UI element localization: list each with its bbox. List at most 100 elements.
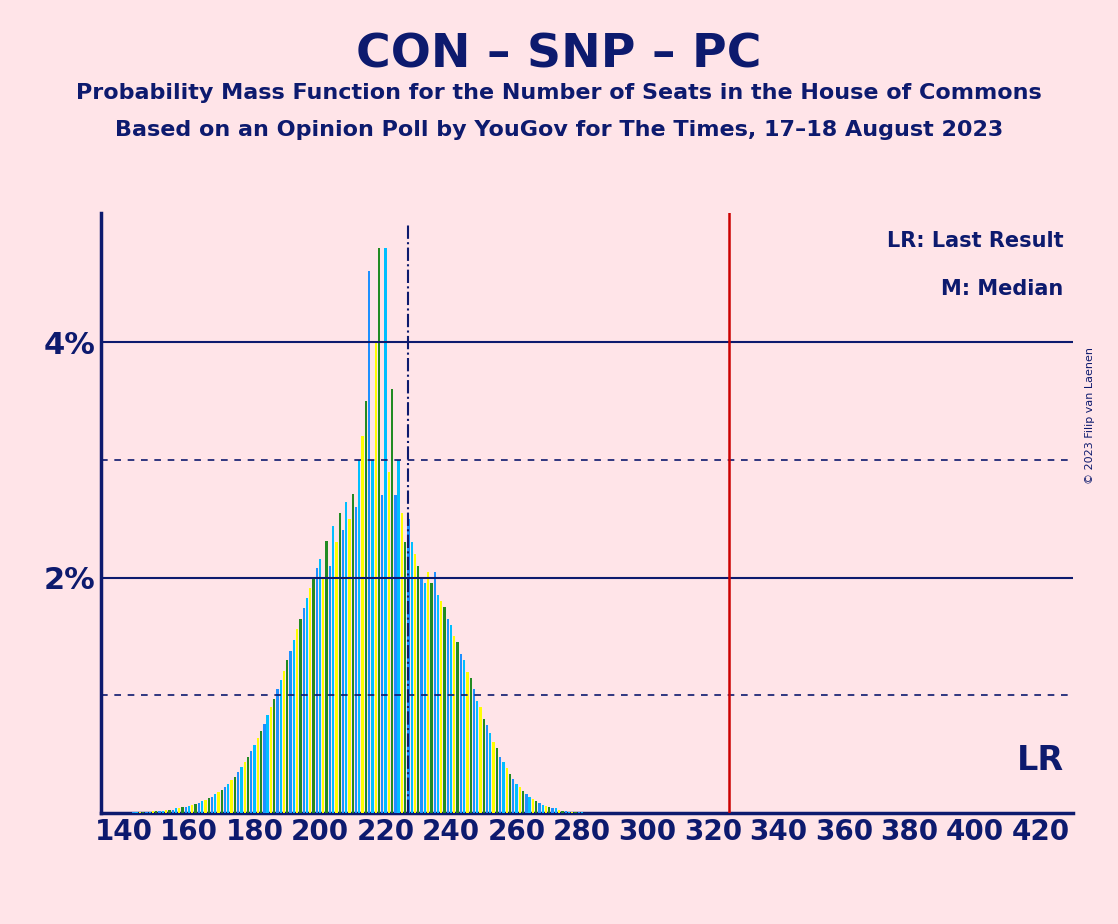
Bar (532, 799, 534, 813)
Bar (509, 774, 511, 813)
Bar (224, 787, 226, 813)
Bar (375, 342, 377, 813)
Bar (519, 787, 521, 813)
Bar (561, 810, 563, 813)
Bar (581, 812, 584, 813)
Bar (198, 803, 200, 813)
Bar (555, 808, 557, 813)
Bar (325, 541, 328, 813)
Bar (417, 565, 419, 813)
Bar (240, 767, 243, 813)
Bar (244, 762, 246, 813)
Bar (525, 795, 528, 813)
Bar (385, 248, 387, 813)
Bar (407, 518, 409, 813)
Bar (495, 748, 498, 813)
Bar (512, 779, 514, 813)
Bar (283, 671, 285, 813)
Bar (152, 811, 154, 813)
Bar (352, 494, 354, 813)
Bar (424, 583, 426, 813)
Bar (286, 660, 288, 813)
Text: CON – SNP – PC: CON – SNP – PC (357, 32, 761, 78)
Bar (149, 811, 151, 813)
Bar (541, 805, 543, 813)
Bar (234, 776, 236, 813)
Bar (558, 809, 560, 813)
Bar (339, 513, 341, 813)
Bar (332, 526, 334, 813)
Bar (358, 460, 360, 813)
Text: Based on an Opinion Poll by YouGov for The Times, 17–18 August 2023: Based on an Opinion Poll by YouGov for T… (115, 120, 1003, 140)
Bar (575, 812, 577, 813)
Bar (342, 530, 344, 813)
Text: LR: Last Result: LR: Last Result (887, 231, 1063, 250)
Bar (437, 595, 439, 813)
Bar (522, 791, 524, 813)
Bar (260, 731, 263, 813)
Bar (329, 565, 331, 813)
Bar (309, 589, 311, 813)
Bar (322, 578, 324, 813)
Bar (188, 806, 190, 813)
Text: Probability Mass Function for the Number of Seats in the House of Commons: Probability Mass Function for the Number… (76, 83, 1042, 103)
Bar (215, 795, 217, 813)
Bar (315, 568, 318, 813)
Bar (368, 272, 370, 813)
Bar (430, 583, 433, 813)
Bar (499, 757, 501, 813)
Bar (139, 812, 141, 813)
Bar (578, 812, 580, 813)
Bar (300, 619, 302, 813)
Bar (453, 637, 455, 813)
Bar (237, 772, 239, 813)
Bar (463, 660, 465, 813)
Bar (280, 680, 282, 813)
Bar (293, 640, 295, 813)
Bar (381, 495, 383, 813)
Bar (155, 811, 158, 813)
Bar (269, 707, 272, 813)
Bar (195, 804, 197, 813)
Bar (391, 389, 394, 813)
Bar (456, 642, 458, 813)
Bar (414, 554, 416, 813)
Bar (371, 460, 373, 813)
Bar (250, 750, 253, 813)
Bar (345, 503, 348, 813)
Bar (220, 790, 222, 813)
Bar (539, 803, 541, 813)
Bar (548, 808, 550, 813)
Bar (480, 707, 482, 813)
Bar (201, 801, 203, 813)
Bar (227, 784, 229, 813)
Bar (257, 737, 259, 813)
Bar (303, 608, 305, 813)
Bar (483, 719, 485, 813)
Bar (208, 797, 210, 813)
Bar (466, 672, 468, 813)
Bar (178, 808, 180, 813)
Bar (398, 460, 400, 813)
Bar (529, 796, 531, 813)
Bar (319, 559, 321, 813)
Bar (364, 401, 367, 813)
Bar (230, 780, 233, 813)
Bar (410, 542, 413, 813)
Bar (165, 810, 168, 813)
Bar (486, 724, 489, 813)
Bar (404, 542, 406, 813)
Bar (378, 248, 380, 813)
Bar (159, 810, 161, 813)
Bar (273, 699, 275, 813)
Bar (536, 801, 538, 813)
Bar (132, 812, 134, 813)
Bar (476, 701, 479, 813)
Bar (361, 436, 363, 813)
Bar (142, 812, 144, 813)
Bar (473, 689, 475, 813)
Bar (449, 625, 452, 813)
Bar (551, 808, 553, 813)
Bar (263, 723, 265, 813)
Bar (490, 733, 492, 813)
